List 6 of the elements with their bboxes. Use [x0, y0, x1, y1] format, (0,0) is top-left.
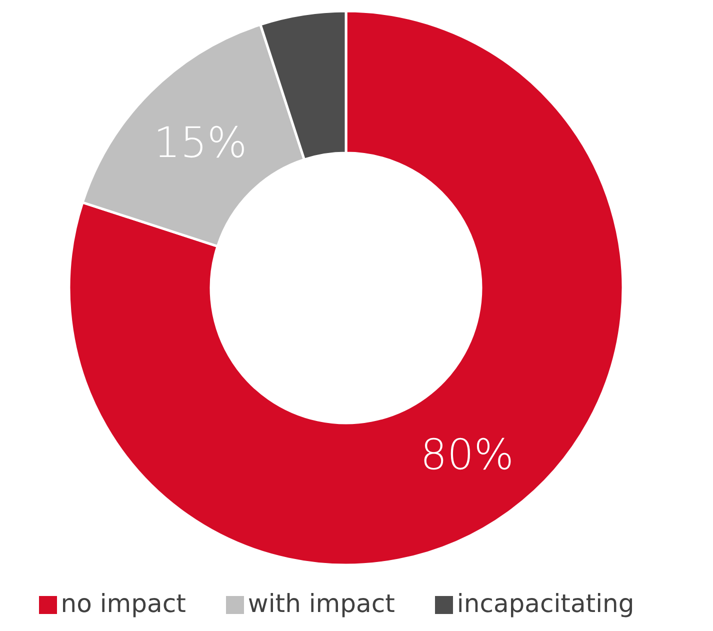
data-label: 15% [154, 118, 248, 167]
donut-slice [68, 10, 624, 566]
legend-label: with impact [248, 589, 395, 618]
legend-label: incapacitating [456, 589, 634, 618]
legend-label: no impact [60, 589, 186, 618]
data-label: 80% [420, 430, 514, 480]
